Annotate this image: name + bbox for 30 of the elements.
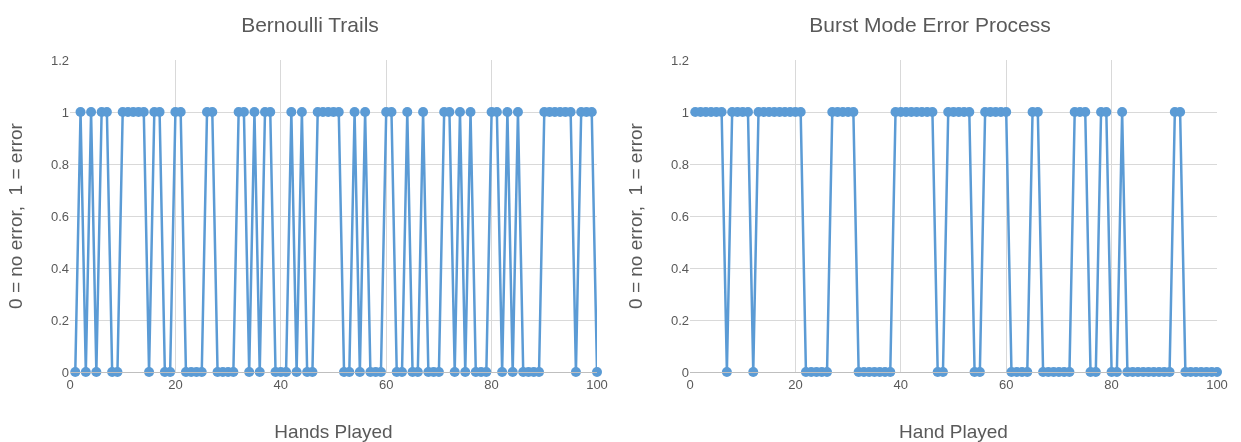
x-tick-label: 60 bbox=[998, 376, 1014, 392]
y-tick-label: 1.2 bbox=[50, 52, 69, 68]
y-tick-label: 0.2 bbox=[670, 312, 689, 328]
y-tick-label: 0 bbox=[681, 364, 689, 380]
y-tick-label: 0.2 bbox=[50, 312, 69, 328]
y-tick-label: 0.8 bbox=[50, 156, 69, 172]
x-tick-label: 100 bbox=[586, 376, 608, 392]
x-tick-label: 100 bbox=[1206, 376, 1228, 392]
chart-title: Bernoulli Trails bbox=[241, 13, 379, 37]
x-tick-label: 80 bbox=[484, 376, 499, 392]
x-tick-label: 40 bbox=[273, 376, 289, 392]
x-tick-label: 20 bbox=[788, 376, 803, 392]
y-tick-label: 0.8 bbox=[670, 156, 689, 172]
chart-title: Burst Mode Error Process bbox=[809, 13, 1051, 37]
x-tick-label: 20 bbox=[168, 376, 183, 392]
y-axis-title: 0 = no error, 1 = error bbox=[625, 122, 646, 309]
x-axis-title: Hand Played bbox=[899, 421, 1008, 442]
y-tick-label: 0.4 bbox=[670, 260, 689, 276]
y-tick-label: 0 bbox=[61, 364, 69, 380]
x-tick-label: 80 bbox=[1104, 376, 1119, 392]
x-tick-label: 60 bbox=[378, 376, 394, 392]
y-tick-label: 0.6 bbox=[670, 208, 689, 224]
y-tick-label: 0.4 bbox=[50, 260, 69, 276]
x-axis-title: Hands Played bbox=[274, 421, 393, 442]
x-tick-label: 40 bbox=[893, 376, 909, 392]
y-tick-label: 0.6 bbox=[50, 208, 69, 224]
y-axis-title: 0 = no error, 1 = error bbox=[5, 122, 26, 309]
y-tick-label: 1.2 bbox=[670, 52, 689, 68]
y-tick-label: 1 bbox=[61, 104, 69, 120]
y-tick-label: 1 bbox=[681, 104, 689, 120]
